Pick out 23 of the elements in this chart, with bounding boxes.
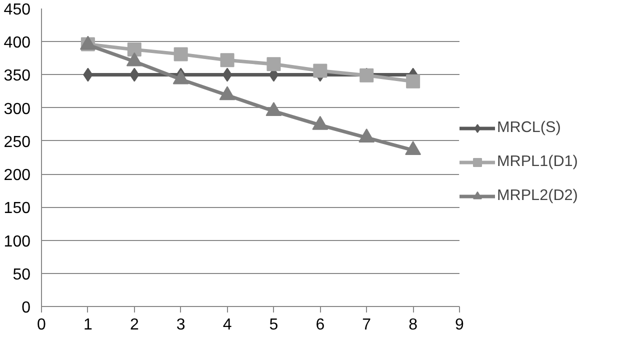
y-tick-label: 450: [4, 2, 31, 18]
y-tick-label: 200: [4, 167, 31, 184]
x-tick-label: 0: [37, 316, 46, 334]
y-tick-label: 100: [4, 233, 31, 250]
y-tick-label: 300: [4, 100, 31, 118]
x-tick-label: 4: [222, 316, 232, 334]
y-tick-label: 150: [4, 200, 31, 218]
x-tick-label: 8: [408, 316, 418, 334]
y-tick-label: 350: [4, 68, 31, 85]
x-tick-label: 9: [455, 316, 464, 334]
legend-label: MRPL2(D2): [497, 187, 578, 205]
y-tick-label: 50: [12, 266, 31, 284]
y-tick-label: 400: [4, 34, 31, 52]
x-tick-label: 2: [130, 316, 139, 334]
x-tick-label: 7: [362, 316, 372, 334]
x-tick-label: 6: [316, 316, 325, 334]
y-tick-label: 0: [22, 300, 31, 316]
x-tick-label: 1: [83, 316, 92, 334]
x-tick-label: 3: [176, 316, 186, 334]
x-tick-label: 5: [269, 316, 278, 334]
legend-label: MRCL(S): [497, 119, 561, 137]
y-tick-label: 250: [4, 134, 31, 151]
legend-label: MRPL1(D1): [497, 153, 578, 171]
